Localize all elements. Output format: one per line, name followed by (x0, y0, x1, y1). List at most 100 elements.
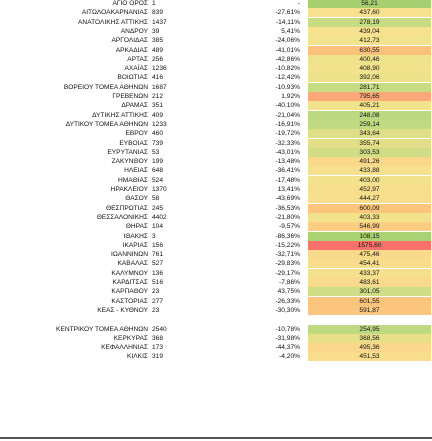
region-name-cell: ΙΚΑΡΙΑΣ (122, 241, 148, 249)
index-value-cell: 437,60 (308, 8, 431, 18)
table-row: ΙΚΑΡΙΑΣ 156 -15,22% 1575,60 (0, 240, 432, 250)
region-name-cell: ΚΕΡΚΥΡΑΣ (113, 334, 148, 342)
change-percent-cell: 43,75% (277, 288, 300, 296)
table-row: ΗΛΕΙΑΣ 648 -36,41% 433,88 (0, 166, 432, 176)
cases-value-cell: 648 (152, 167, 164, 175)
cases-value-cell: 839 (152, 9, 164, 17)
region-name-cell: ΚΑΡΔΙΤΣΑΣ (112, 279, 148, 286)
change-percent-cell: -29,83% (275, 260, 300, 268)
cases-value-cell: 416 (152, 74, 164, 82)
table-row: ΑΓΙΟ ΟΡΟΣ 1 - 56,21 (0, 0, 432, 8)
index-value-cell: 254,95 (308, 324, 431, 334)
cases-value-cell: 277 (152, 297, 164, 305)
cases-value-cell: 1233 (152, 120, 167, 128)
cases-value-cell: 385 (152, 37, 164, 45)
change-percent-cell: -44,37% (275, 344, 300, 352)
cases-value-cell: 460 (152, 130, 164, 138)
table-row: ΔΡΑΜΑΣ 351 -40,10% 405,21 (0, 101, 432, 111)
cases-value-cell: 245 (152, 204, 164, 212)
region-name-cell: ΗΡΑΚΛΕΙΟΥ (110, 186, 148, 193)
index-value-cell: 433,88 (308, 166, 431, 176)
cases-value-cell: 39 (152, 27, 160, 35)
cases-value-cell: 739 (152, 139, 164, 147)
change-percent-cell: - (297, 0, 300, 7)
table-row: ΘΕΣΠΡΩΤΙΑΣ 245 -36,53% 600,09 (0, 203, 432, 213)
table-row: ΕΥΡΥΤΑΝΙΑΣ 53 -43,01% 303,53 (0, 147, 432, 157)
region-name-cell: ΚΕΝΤΡΙΚΟΥ ΤΟΜΕΑ ΑΘΗΝΩΝ (56, 325, 148, 333)
change-percent-cell: -26,33% (275, 297, 300, 305)
index-value-cell: 403,00 (308, 175, 431, 185)
region-name-cell: ΗΛΕΙΑΣ (124, 167, 148, 175)
region-name-cell: ΚΕΦΑΛΛΗΝΙΑΣ (101, 344, 148, 352)
cases-value-cell: 23 (152, 288, 160, 296)
change-percent-cell: -10,93% (275, 83, 300, 91)
table-row: ΒΟΡΕΙΟΥ ΤΟΜΕΑ ΑΘΗΝΩΝ 1687 -10,93% 281,71 (0, 82, 432, 92)
cases-value-cell: 156 (152, 241, 164, 249)
change-percent-cell: -21,04% (275, 111, 300, 119)
cases-value-cell: 136 (152, 269, 164, 277)
index-value-cell: 591,87 (308, 305, 431, 315)
cases-value-cell: 199 (152, 158, 164, 166)
table-row: ΕΥΒΟΙΑΣ 739 -32,33% 355,74 (0, 138, 432, 148)
region-name-cell: ΚΑΒΑΛΑΣ (117, 260, 148, 268)
cases-value-cell: 3 (152, 232, 156, 240)
change-percent-cell: -4,20% (279, 353, 300, 361)
table-row: ΖΑΚΥΝΘΟΥ 199 -13,48% 491,26 (0, 157, 432, 167)
index-value-cell: 475,46 (308, 250, 431, 260)
table-row: ΚΙΛΚΙΣ 319 -4,20% 451,53 (0, 352, 432, 362)
index-value-cell: 408,90 (308, 64, 431, 74)
table-row: ΚΕΦΑΛΛΗΝΙΑΣ 173 -44,37% 495,36 (0, 343, 432, 353)
cases-value-cell: 409 (152, 111, 164, 119)
index-value-cell: 439,04 (308, 26, 431, 36)
change-percent-cell: -10,78% (275, 325, 300, 333)
region-name-cell: ΑΧΑΪΑΣ (124, 65, 149, 73)
index-value-cell: 368,56 (308, 333, 431, 343)
table-row: ΑΝΑΤΟΛΙΚΗΣ ΑΤΤΙΚΗΣ 1437 -14,11% 278,19 (0, 17, 432, 27)
change-percent-cell: -40,10% (275, 102, 300, 110)
region-name-cell: ΗΜΑΘΙΑΣ (118, 176, 148, 184)
change-percent-cell: -36,41% (275, 167, 300, 175)
cases-value-cell: 1236 (152, 65, 167, 73)
table-row: ΚΕΝΤΡΙΚΟΥ ΤΟΜΕΑ ΑΘΗΝΩΝ 2540 -10,78% 254,95 (0, 324, 432, 334)
change-percent-cell: 13,41% (277, 186, 300, 193)
index-value-cell: 56,21 (308, 0, 431, 8)
index-value-cell: 248,08 (308, 110, 431, 120)
region-name-cell: ΑΙΤΩΛΟΑΚΑΡΝΑΝΙΑΣ (81, 9, 148, 17)
cases-value-cell: 104 (152, 223, 164, 231)
index-value-cell: 454,41 (308, 259, 431, 269)
region-name-cell: ΙΩΑΝΝΙΝΩΝ (111, 251, 148, 259)
cases-value-cell: 1 (152, 0, 156, 7)
region-name-cell: ΓΡΕΒΕΝΩΝ (112, 93, 148, 100)
table-row: ΚΑΡΠΑΘΟΥ 23 43,75% 301,05 (0, 287, 432, 297)
region-name-cell: ΘΕΣΠΡΩΤΙΑΣ (105, 204, 148, 212)
index-value-cell: 392,06 (308, 73, 431, 83)
table-row: ΘΑΣΟΥ 58 -43,69% 444,27 (0, 194, 432, 204)
region-name-cell: ΚΙΛΚΙΣ (127, 353, 148, 361)
change-percent-cell: -86,36% (275, 232, 300, 240)
region-name-cell: ΘΗΡΑΣ (125, 223, 148, 231)
cases-value-cell: 351 (152, 102, 164, 110)
cases-value-cell: 489 (152, 46, 164, 54)
change-percent-cell: -42,86% (275, 55, 300, 63)
region-name-cell: ΘΕΣΣΑΛΟΝΙΚΗΣ (96, 213, 148, 221)
cases-value-cell: 527 (152, 260, 164, 268)
cases-value-cell: 173 (152, 344, 164, 352)
cases-value-cell: 1687 (152, 83, 167, 91)
index-value-cell: 278,19 (308, 17, 431, 27)
cases-value-cell: 761 (152, 251, 164, 259)
table-row: ΑΧΑΪΑΣ 1236 -10,82% 408,90 (0, 64, 432, 74)
index-value-cell: 403,33 (308, 212, 431, 222)
region-name-cell: ΑΝΑΤΟΛΙΚΗΣ ΑΤΤΙΚΗΣ (78, 18, 148, 26)
index-value-cell: 303,53 (308, 147, 431, 157)
table-row: ΑΝΔΡΟΥ 39 5,41% 439,04 (0, 26, 432, 36)
table-row: ΙΩΑΝΝΙΝΩΝ 761 -32,71% 475,46 (0, 250, 432, 260)
change-percent-cell: -13,48% (275, 158, 300, 166)
region-name-cell: ΚΑΛΥΜΝΟΥ (111, 269, 148, 277)
region-name-cell: ΑΡΤΑΣ (127, 55, 148, 63)
region-name-cell: ΕΥΒΟΙΑΣ (119, 139, 148, 147)
cases-value-cell: 516 (152, 279, 164, 286)
cases-value-cell: 1370 (152, 186, 167, 193)
index-value-cell: 451,53 (308, 352, 431, 362)
change-percent-cell: -16,91% (275, 120, 300, 128)
index-value-cell: 405,21 (308, 101, 431, 111)
